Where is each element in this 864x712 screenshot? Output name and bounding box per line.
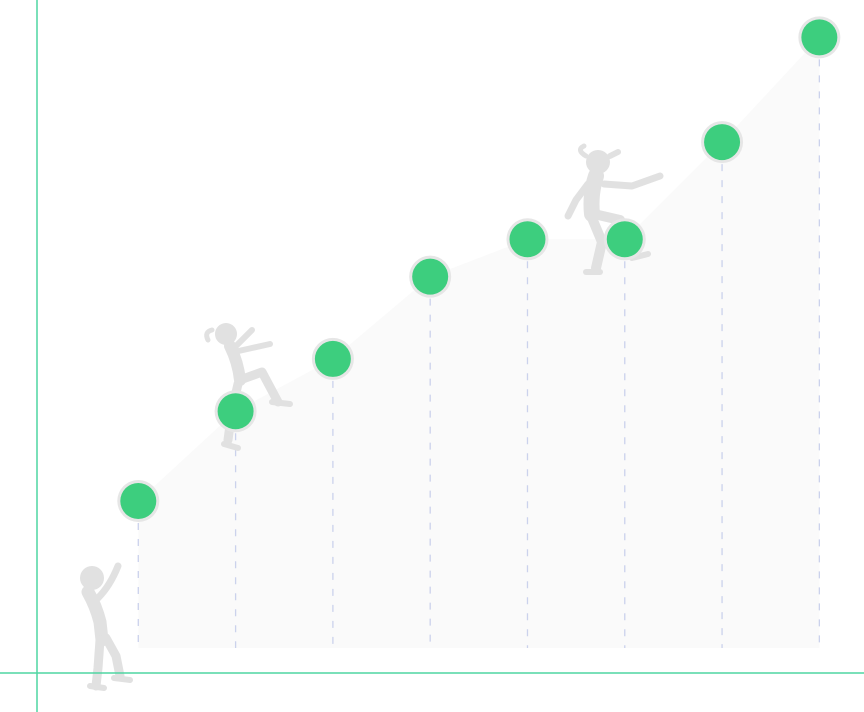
data-point-1 — [120, 483, 157, 520]
data-point-4 — [412, 258, 449, 295]
data-point-2 — [217, 393, 254, 430]
data-point-5 — [509, 221, 546, 258]
data-point-3 — [314, 340, 351, 377]
data-point-8 — [801, 19, 838, 56]
child-climber-figure — [80, 562, 133, 691]
area-under-points — [138, 37, 820, 648]
climber-figures — [80, 143, 664, 691]
droplines — [137, 59, 821, 648]
data-points — [117, 16, 841, 523]
data-point-7 — [704, 124, 741, 161]
area-fill — [138, 37, 820, 648]
woman-climber-figure — [564, 143, 664, 275]
data-point-6 — [606, 221, 643, 258]
